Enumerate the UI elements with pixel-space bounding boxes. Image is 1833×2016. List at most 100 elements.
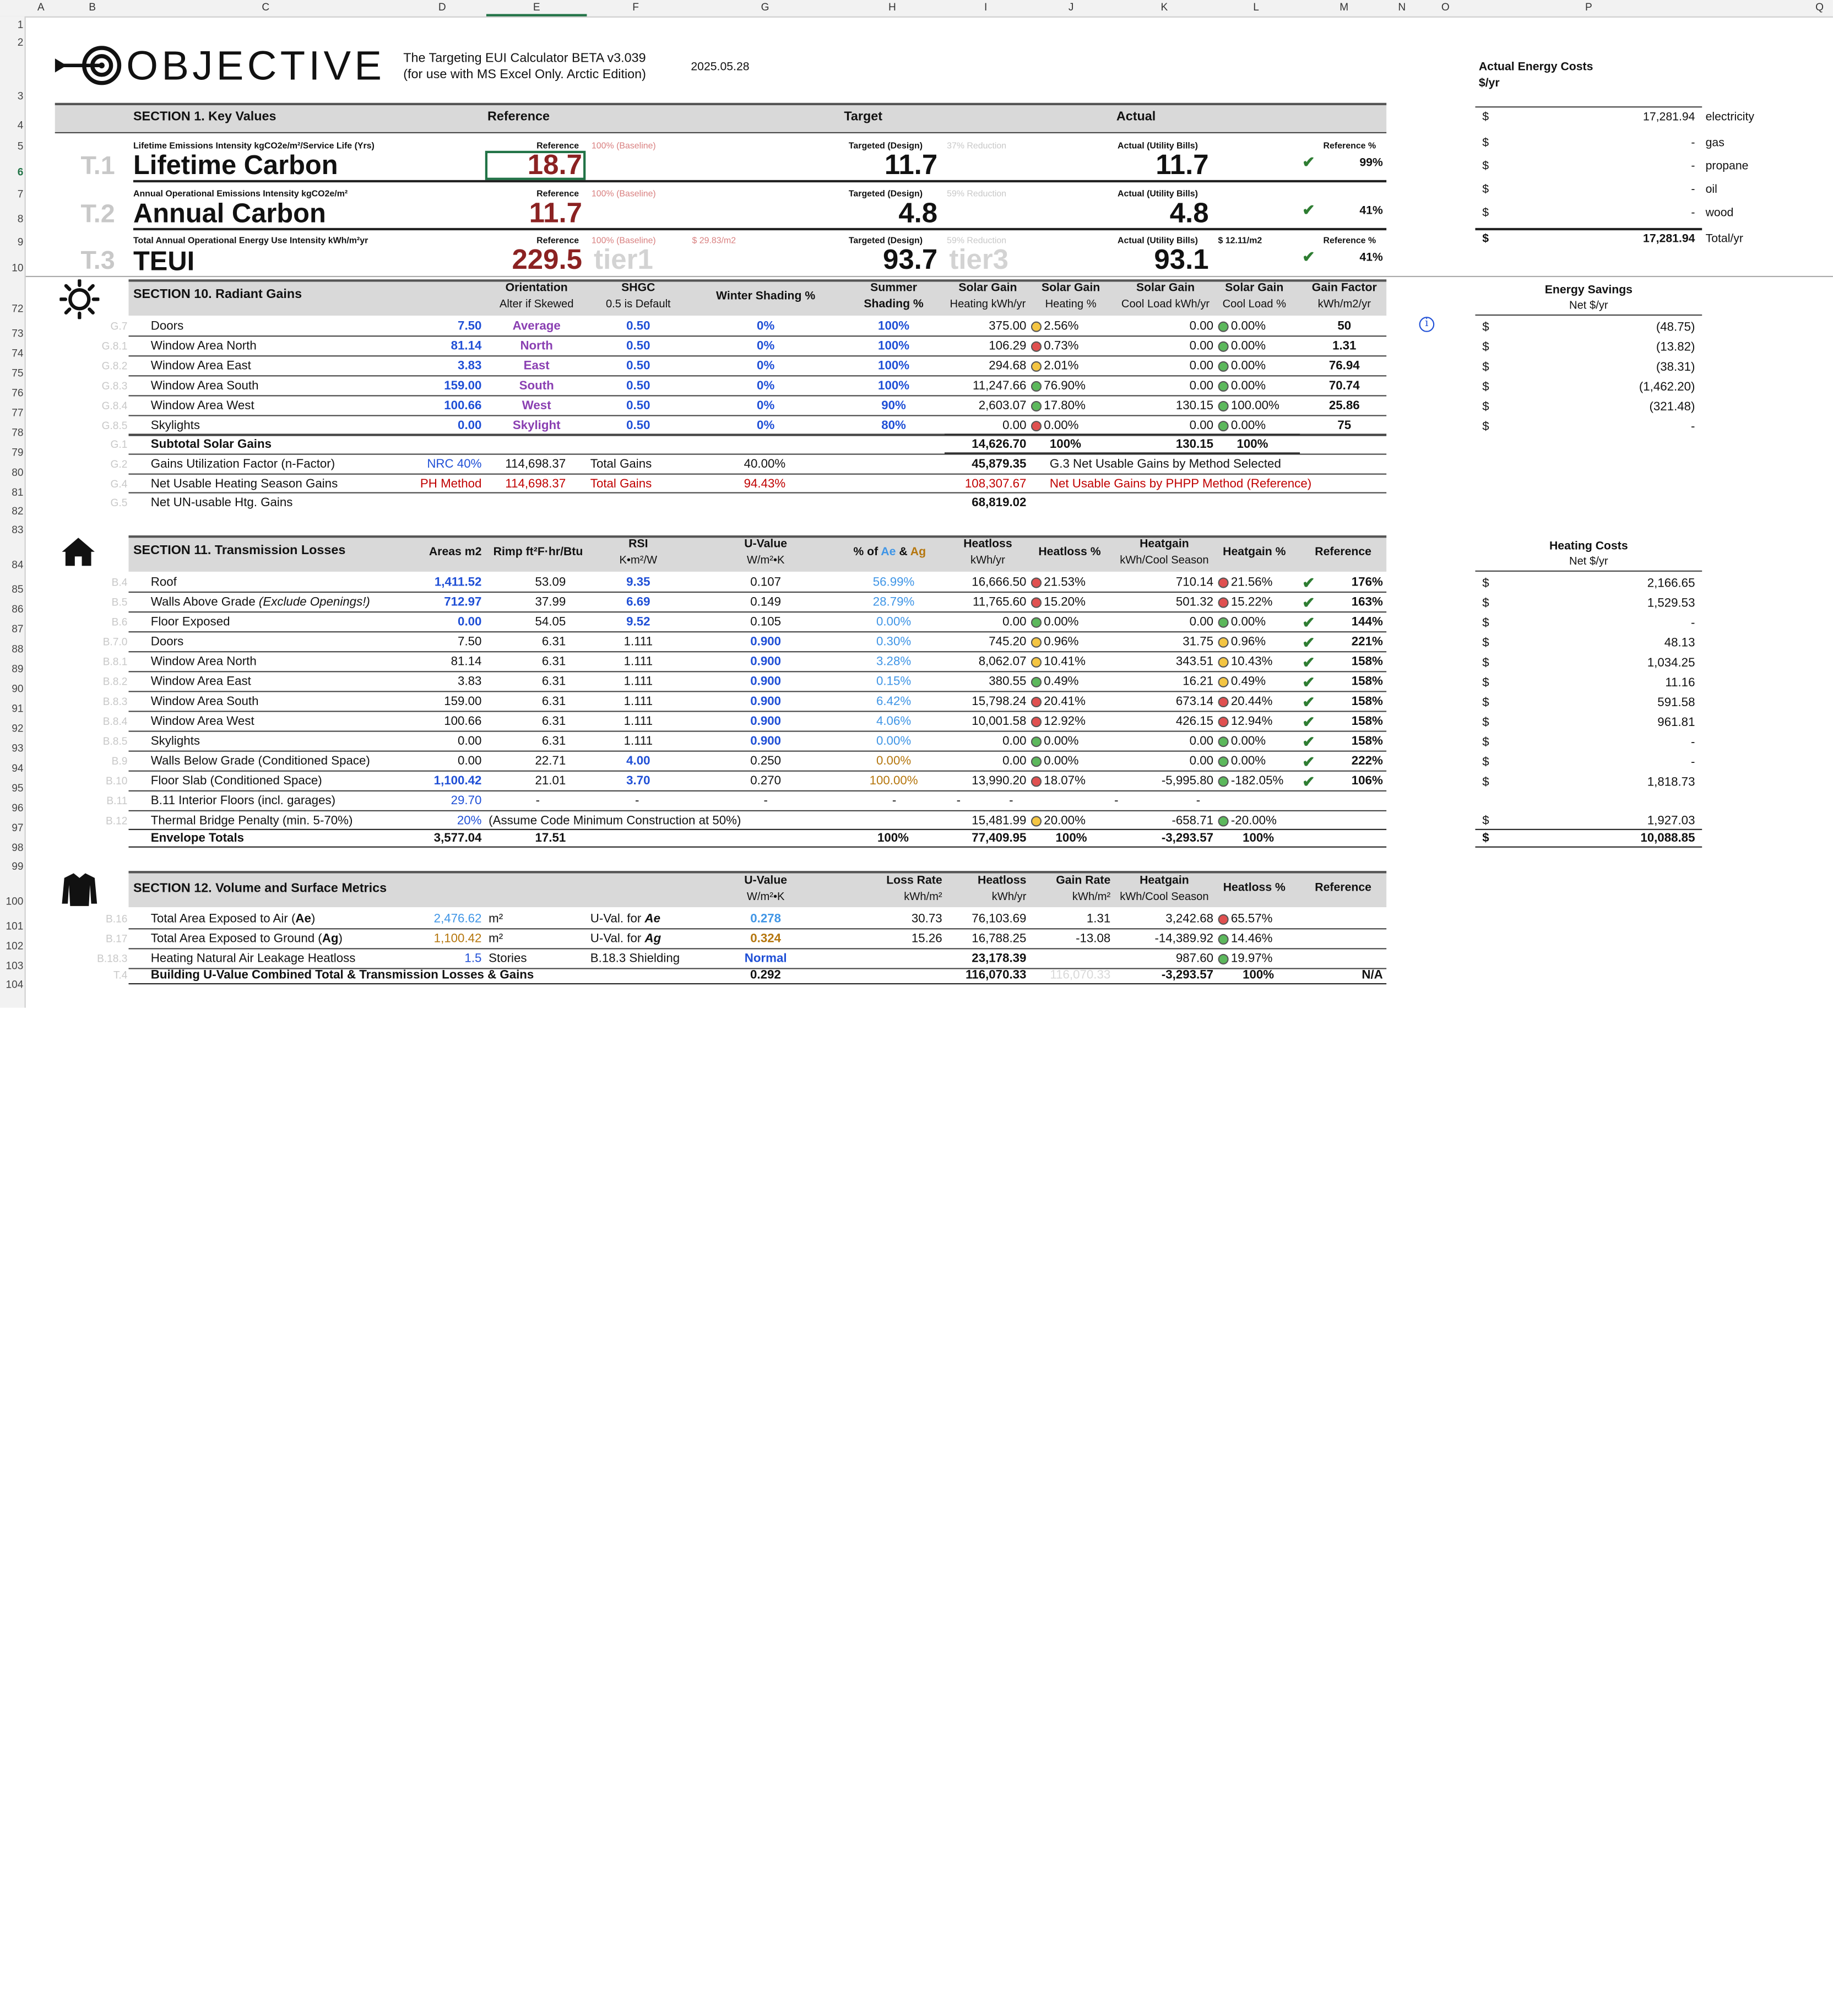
row-number[interactable]: 100 (6, 895, 24, 907)
row-number[interactable]: 78 (12, 426, 24, 438)
s10-row-shgc[interactable]: 0.50 (626, 378, 650, 393)
s11-row-area[interactable]: 0.00 (458, 615, 482, 629)
s11-row-u[interactable]: 0.900 (750, 654, 782, 669)
row-number[interactable]: 104 (6, 978, 24, 990)
s10-row-summer[interactable]: 100% (878, 319, 910, 333)
col-K[interactable]: K (1160, 1, 1168, 13)
col-C[interactable]: C (262, 1, 270, 13)
row-number[interactable]: 102 (6, 940, 24, 952)
s10-row-summer[interactable]: 100% (878, 378, 910, 393)
row-number[interactable]: 90 (12, 682, 24, 695)
col-M[interactable]: M (1340, 1, 1349, 13)
row-number[interactable]: 99 (12, 860, 24, 872)
col-N[interactable]: N (1398, 1, 1406, 13)
s10-row-area[interactable]: 100.66 (444, 398, 482, 413)
s10-row-summer[interactable]: 80% (881, 418, 906, 433)
s11-row-area[interactable]: 712.97 (444, 595, 482, 609)
t1-ref-value[interactable]: 18.7 (527, 149, 582, 181)
col-D[interactable]: D (438, 1, 446, 13)
selected-cell-E6[interactable] (485, 150, 586, 180)
row-number[interactable]: 80 (12, 466, 24, 479)
s11-row-u[interactable]: 0.900 (750, 694, 782, 709)
s11-row-u[interactable]: 0.900 (750, 714, 782, 729)
row-number[interactable]: 1 (17, 18, 24, 31)
row-number[interactable]: 98 (12, 842, 24, 854)
row-number[interactable]: 77 (12, 407, 24, 419)
s10-row-area[interactable]: 159.00 (444, 378, 482, 393)
s11-row-u[interactable]: 0.900 (750, 635, 782, 649)
row-number[interactable]: 75 (12, 367, 24, 379)
col-B[interactable]: B (89, 1, 96, 13)
col-Q[interactable]: Q (1815, 1, 1824, 13)
s11-row-area[interactable]: 1,411.52 (434, 575, 482, 589)
s10-row-area[interactable]: 7.50 (458, 319, 482, 333)
s10-row-area[interactable]: 0.00 (458, 418, 482, 433)
s10-row-summer[interactable]: 100% (878, 359, 910, 373)
row-number[interactable]: 95 (12, 782, 24, 794)
s10-row-orient[interactable]: West (522, 398, 551, 413)
col-E[interactable]: E (533, 1, 540, 13)
s10-row-winter[interactable]: 0% (757, 319, 775, 333)
row-number[interactable]: 88 (12, 643, 24, 655)
col-F[interactable]: F (632, 1, 639, 13)
s11-b12-pct[interactable]: 20% (457, 814, 482, 828)
row-number[interactable]: 6 (17, 166, 24, 178)
row-number[interactable]: 83 (12, 523, 24, 536)
row-number[interactable]: 3 (17, 90, 24, 102)
col-O[interactable]: O (1441, 1, 1450, 13)
s11-row-area[interactable]: 1,100.42 (433, 774, 482, 788)
row-number[interactable]: 103 (6, 960, 24, 972)
row-number[interactable]: 96 (12, 801, 24, 814)
s10-g2-method[interactable]: NRC 40% (427, 457, 482, 472)
s11-row-rsi[interactable]: 9.35 (626, 575, 650, 589)
s10-row-orient[interactable]: Average (512, 319, 561, 333)
row-number[interactable]: 73 (12, 327, 24, 339)
s10-row-shgc[interactable]: 0.50 (626, 319, 650, 333)
row-number[interactable]: 85 (12, 583, 24, 595)
s10-row-winter[interactable]: 0% (757, 418, 775, 433)
s10-row-shgc[interactable]: 0.50 (626, 398, 650, 413)
info-icon[interactable]: i (1419, 317, 1435, 332)
row-number[interactable]: 87 (12, 623, 24, 635)
col-J[interactable]: J (1068, 1, 1074, 13)
col-A[interactable]: A (37, 1, 45, 13)
row-number[interactable]: 92 (12, 722, 24, 734)
row-number[interactable]: 7 (17, 188, 24, 200)
row-number[interactable]: 93 (12, 742, 24, 754)
row-number[interactable]: 82 (12, 505, 24, 517)
row-number[interactable]: 2 (17, 36, 24, 48)
s10-row-winter[interactable]: 0% (757, 398, 775, 413)
s10-row-winter[interactable]: 0% (757, 359, 775, 373)
row-number[interactable]: 9 (17, 236, 24, 248)
s10-row-shgc[interactable]: 0.50 (626, 339, 650, 353)
row-number[interactable]: 84 (12, 559, 24, 571)
row-number[interactable]: 81 (12, 486, 24, 498)
s12-row-u[interactable]: Normal (744, 951, 787, 966)
s11-row-rsi[interactable]: 3.70 (626, 774, 650, 788)
row-number[interactable]: 89 (12, 663, 24, 675)
s10-row-summer[interactable]: 90% (881, 398, 906, 413)
row-number[interactable]: 8 (17, 213, 24, 225)
row-number[interactable]: 97 (12, 822, 24, 834)
row-number[interactable]: 74 (12, 347, 24, 359)
s10-row-orient[interactable]: Skylight (512, 418, 561, 433)
s11-row-u[interactable]: 0.900 (750, 674, 782, 689)
row-number[interactable]: 91 (12, 702, 24, 714)
s10-row-winter[interactable]: 0% (757, 339, 775, 353)
row-number[interactable]: 94 (12, 762, 24, 774)
row-number[interactable]: 10 (12, 262, 24, 274)
col-I[interactable]: I (984, 1, 988, 13)
row-number[interactable]: 76 (12, 387, 24, 399)
s10-row-winter[interactable]: 0% (757, 378, 775, 393)
s10-row-orient[interactable]: North (520, 339, 553, 353)
s10-row-area[interactable]: 3.83 (458, 359, 482, 373)
s11-row-rsi[interactable]: 6.69 (626, 595, 650, 609)
s11-row-rsi[interactable]: 9.52 (626, 615, 650, 629)
col-G[interactable]: G (761, 1, 769, 13)
col-L[interactable]: L (1253, 1, 1259, 13)
s10-row-area[interactable]: 81.14 (451, 339, 482, 353)
row-number[interactable]: 4 (17, 119, 24, 131)
s10-row-orient[interactable]: East (523, 359, 550, 373)
s10-row-shgc[interactable]: 0.50 (626, 418, 650, 433)
row-number[interactable]: 86 (12, 603, 24, 615)
